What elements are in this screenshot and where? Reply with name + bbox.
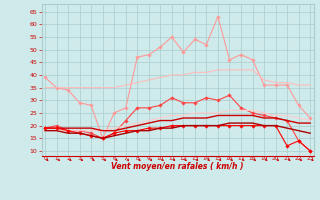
X-axis label: Vent moyen/en rafales ( km/h ): Vent moyen/en rafales ( km/h ) [111,162,244,171]
